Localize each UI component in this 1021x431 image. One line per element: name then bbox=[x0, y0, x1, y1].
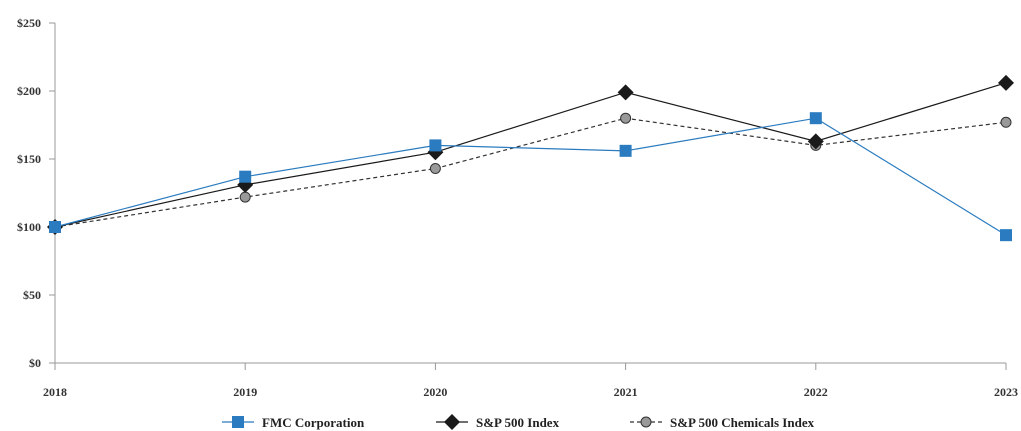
data-point-sp-500-chemicals-index bbox=[429, 163, 441, 175]
legend-marker-sp-500-chemicals-index bbox=[640, 416, 652, 428]
data-point-fmc-corporation bbox=[429, 139, 442, 152]
data-point-fmc-corporation bbox=[239, 170, 252, 183]
x-tick-label: 2020 bbox=[423, 385, 447, 399]
data-point-fmc-corporation bbox=[809, 112, 822, 125]
chart-legend: FMC Corporation S&P 500 Index S&P 500 Chem… bbox=[222, 414, 815, 430]
legend-item-sp-500-chemicals-index: S&P 500 Chemicals Index bbox=[630, 415, 815, 430]
x-tick-label: 2019 bbox=[233, 385, 257, 399]
series-line-fmc-corporation bbox=[54, 117, 1007, 236]
x-tick-label: 2023 bbox=[994, 385, 1018, 399]
x-tick-label: 2022 bbox=[804, 385, 828, 399]
chart-series-layer bbox=[47, 74, 1014, 242]
y-tick-label: $100 bbox=[17, 220, 41, 234]
y-tick-label: $200 bbox=[17, 84, 41, 98]
legend-marker-sp-500-index bbox=[444, 414, 460, 430]
legend-label-sp-500-chemicals-index: S&P 500 Chemicals Index bbox=[670, 415, 815, 430]
data-point-fmc-corporation bbox=[619, 144, 632, 157]
data-point-sp-500-chemicals-index bbox=[239, 191, 251, 203]
legend-marker-fmc-corporation bbox=[232, 416, 244, 428]
legend-item-fmc-corporation: FMC Corporation bbox=[222, 415, 365, 430]
series-sp-500-index bbox=[47, 74, 1014, 235]
data-point-sp-500-chemicals-index bbox=[620, 112, 632, 124]
legend-label-sp-500-index: S&P 500 Index bbox=[476, 415, 560, 430]
data-point-sp-500-index bbox=[998, 74, 1014, 91]
data-point-sp-500-chemicals-index bbox=[1000, 116, 1012, 128]
legend-label-fmc-corporation: FMC Corporation bbox=[262, 415, 365, 430]
series-fmc-corporation bbox=[49, 112, 1012, 242]
series-sp-500-chemicals-index bbox=[49, 112, 1012, 233]
series-line-sp-500-chemicals-index bbox=[54, 117, 1007, 228]
data-point-fmc-corporation bbox=[49, 221, 61, 233]
data-point-sp-500-index bbox=[617, 84, 634, 101]
x-tick-label: 2018 bbox=[43, 385, 67, 399]
y-tick-label: $150 bbox=[17, 152, 41, 166]
chart-axes: $0 $50 $100 $150 $200 $250 2018 2019 2020 2021 202… bbox=[17, 16, 1018, 399]
data-point-sp-500-index bbox=[807, 133, 824, 150]
x-tick-label: 2021 bbox=[614, 385, 638, 399]
y-tick-label: $250 bbox=[17, 16, 41, 30]
legend-item-sp-500-index: S&P 500 Index bbox=[436, 414, 560, 430]
data-point-fmc-corporation bbox=[1000, 229, 1012, 242]
y-tick-label: $0 bbox=[29, 356, 41, 370]
y-tick-label: $50 bbox=[23, 288, 41, 302]
series-line-sp-500-index bbox=[54, 82, 1007, 228]
